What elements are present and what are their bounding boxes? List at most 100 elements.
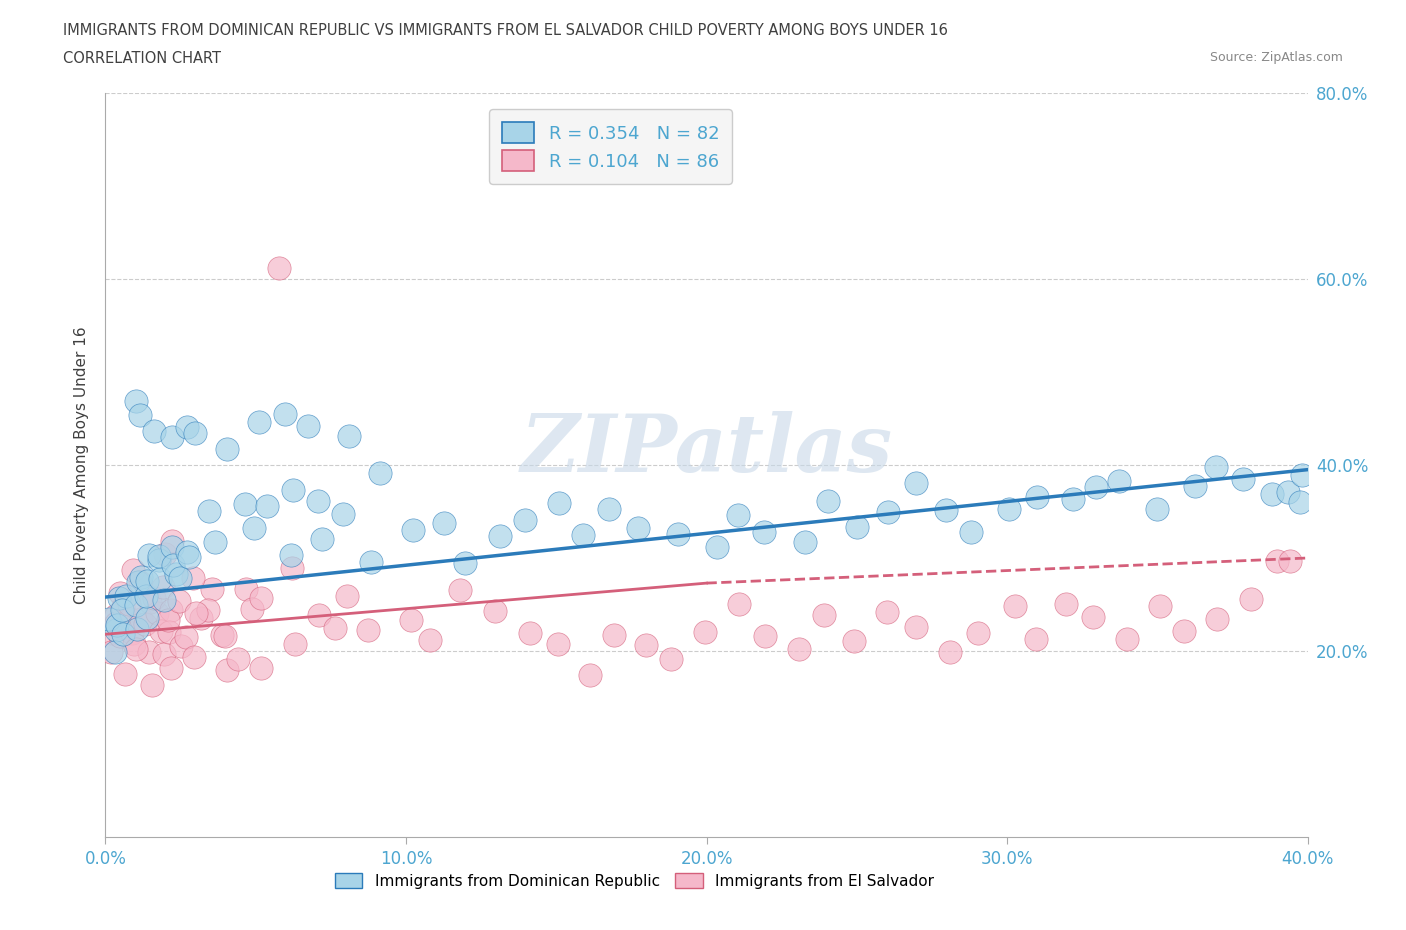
- Point: [1173, 623, 1195, 638]
- Point: [105, 607, 128, 622]
- Point: [152, 580, 174, 595]
- Text: Source: ZipAtlas.com: Source: ZipAtlas.com: [1209, 51, 1343, 64]
- Point: [727, 508, 749, 523]
- Point: [846, 519, 869, 534]
- Point: [226, 651, 249, 666]
- Point: [190, 610, 212, 625]
- Point: [110, 603, 132, 618]
- Point: [399, 613, 422, 628]
- Point: [360, 554, 382, 569]
- Point: [129, 407, 152, 422]
- Point: [489, 528, 512, 543]
- Point: [122, 563, 145, 578]
- Point: [905, 619, 928, 634]
- Point: [357, 622, 380, 637]
- Point: [201, 581, 224, 596]
- Point: [250, 660, 273, 675]
- Point: [138, 644, 160, 659]
- Point: [515, 512, 537, 527]
- Point: [112, 627, 135, 642]
- Point: [419, 632, 441, 647]
- Point: [787, 642, 810, 657]
- Point: [108, 591, 131, 606]
- Point: [1084, 479, 1107, 494]
- Point: [160, 533, 183, 548]
- Point: [280, 548, 302, 563]
- Point: [250, 591, 273, 606]
- Point: [148, 549, 170, 564]
- Point: [876, 604, 898, 619]
- Point: [148, 552, 170, 567]
- Point: [121, 625, 143, 640]
- Point: [519, 625, 541, 640]
- Point: [1261, 487, 1284, 502]
- Point: [157, 613, 180, 628]
- Point: [1081, 610, 1104, 625]
- Point: [155, 546, 177, 561]
- Point: [98, 612, 121, 627]
- Point: [217, 442, 239, 457]
- Point: [754, 629, 776, 644]
- Point: [114, 667, 136, 682]
- Text: IMMIGRANTS FROM DOMINICAN REPUBLIC VS IMMIGRANTS FROM EL SALVADOR CHILD POVERTY : IMMIGRANTS FROM DOMINICAN REPUBLIC VS IM…: [63, 23, 948, 38]
- Point: [134, 617, 156, 631]
- Point: [215, 662, 238, 677]
- Point: [706, 539, 728, 554]
- Point: [433, 515, 456, 530]
- Point: [1054, 596, 1077, 611]
- Point: [197, 603, 219, 618]
- Y-axis label: Child Poverty Among Boys Under 16: Child Poverty Among Boys Under 16: [75, 326, 90, 604]
- Point: [311, 532, 333, 547]
- Point: [335, 589, 357, 604]
- Point: [603, 628, 626, 643]
- Point: [337, 429, 360, 444]
- Point: [1206, 611, 1229, 626]
- Point: [125, 642, 148, 657]
- Point: [129, 611, 152, 626]
- Point: [120, 612, 142, 627]
- Point: [135, 610, 157, 625]
- Point: [141, 677, 163, 692]
- Point: [162, 540, 184, 555]
- Point: [108, 629, 131, 644]
- Point: [754, 525, 776, 539]
- Point: [127, 622, 149, 637]
- Point: [143, 423, 166, 438]
- Point: [547, 636, 569, 651]
- Point: [959, 525, 981, 539]
- Point: [183, 650, 205, 665]
- Point: [308, 607, 330, 622]
- Text: ZIPatlas: ZIPatlas: [520, 411, 893, 489]
- Point: [143, 591, 166, 605]
- Point: [1265, 553, 1288, 568]
- Point: [183, 425, 205, 440]
- Point: [104, 644, 127, 659]
- Point: [139, 595, 162, 610]
- Point: [1149, 599, 1171, 614]
- Text: CORRELATION CHART: CORRELATION CHART: [63, 51, 221, 66]
- Point: [169, 593, 191, 608]
- Point: [235, 497, 257, 512]
- Point: [998, 502, 1021, 517]
- Point: [128, 575, 150, 590]
- Point: [162, 557, 184, 572]
- Legend: Immigrants from Dominican Republic, Immigrants from El Salvador: Immigrants from Dominican Republic, Immi…: [328, 865, 942, 897]
- Point: [1184, 479, 1206, 494]
- Point: [105, 623, 128, 638]
- Point: [817, 494, 839, 509]
- Point: [181, 571, 204, 586]
- Point: [157, 625, 180, 640]
- Point: [1291, 468, 1313, 483]
- Point: [165, 567, 187, 582]
- Point: [794, 535, 817, 550]
- Point: [1232, 472, 1254, 486]
- Point: [579, 668, 602, 683]
- Point: [693, 625, 716, 640]
- Point: [153, 646, 176, 661]
- Point: [136, 574, 159, 589]
- Point: [627, 521, 650, 536]
- Point: [1277, 485, 1299, 499]
- Point: [145, 606, 167, 621]
- Point: [1289, 495, 1312, 510]
- Point: [666, 526, 689, 541]
